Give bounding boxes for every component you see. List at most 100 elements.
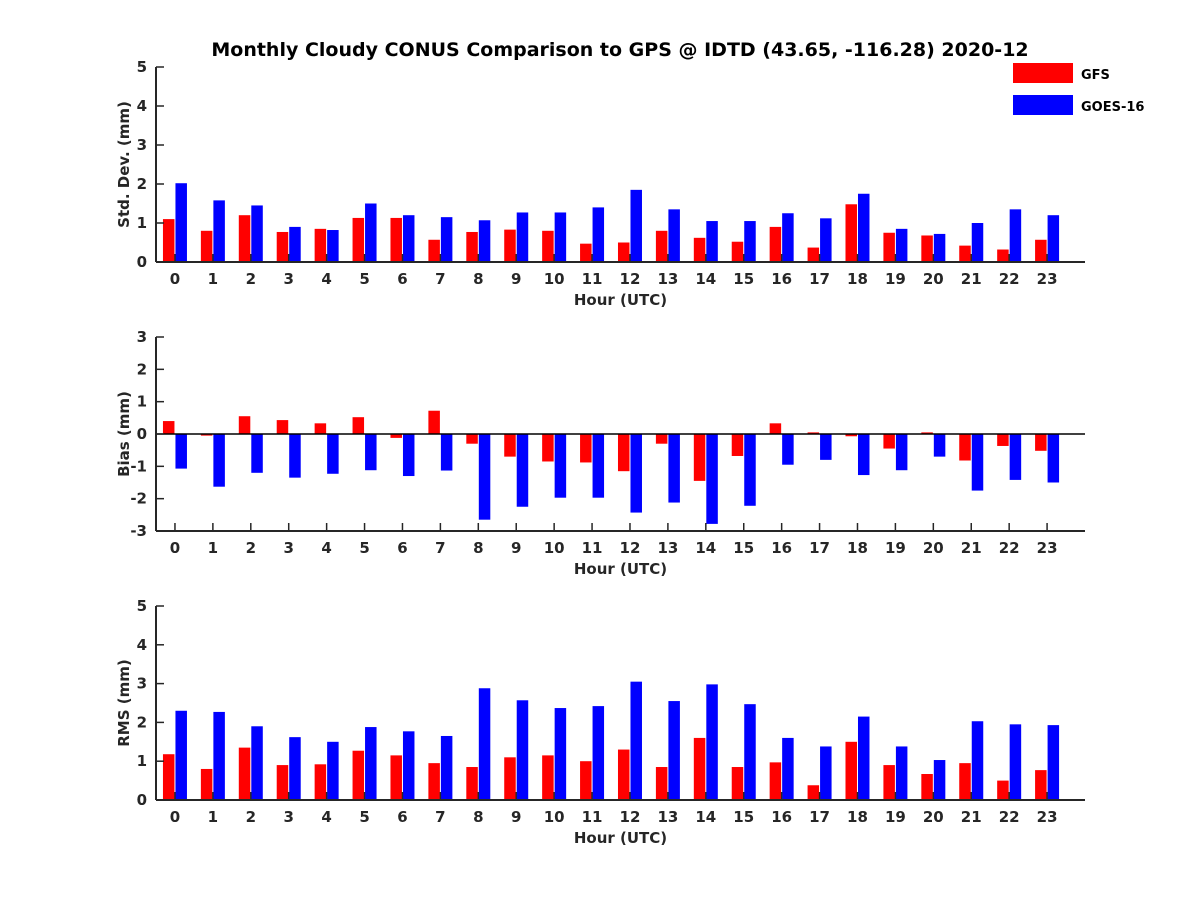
bar-goes-16-15 [744, 221, 756, 262]
x-tick-label-6: 6 [397, 270, 407, 288]
bar-gfs-13 [655, 434, 668, 444]
bar-goes-16-12 [630, 434, 642, 513]
bar-goes-16-22 [1009, 209, 1022, 262]
x-tick-label-12: 12 [620, 270, 641, 288]
y-tick-label-0: 0 [137, 425, 147, 443]
y-tick-label--2: -2 [130, 490, 147, 508]
y-tick-label-1: 1 [137, 752, 147, 770]
bar-gfs-3 [276, 231, 289, 262]
bar-gfs-1 [200, 768, 213, 800]
bar-gfs-10 [542, 434, 554, 462]
bar-goes-16-5 [365, 434, 377, 471]
x-tick-label-10: 10 [544, 270, 565, 288]
x-tick-label-0: 0 [170, 270, 180, 288]
x-tick-label-10: 10 [544, 539, 565, 557]
bar-goes-16-15 [744, 704, 756, 800]
bar-goes-16-23 [1047, 434, 1060, 483]
x-tick-label-16: 16 [771, 539, 792, 557]
x-tick-label-15: 15 [733, 539, 754, 557]
x-tick-label-9: 9 [511, 539, 521, 557]
bar-goes-16-10 [554, 212, 567, 262]
bar-goes-16-11 [592, 434, 605, 498]
bar-gfs-13 [655, 230, 668, 262]
x-tick-label-3: 3 [283, 808, 293, 826]
bar-goes-16-5 [365, 727, 377, 800]
bar-gfs-12 [617, 242, 630, 262]
bar-goes-16-17 [820, 434, 832, 460]
bar-goes-16-22 [1009, 724, 1022, 800]
x-tick-label-20: 20 [923, 270, 944, 288]
bar-gfs-22 [997, 249, 1009, 262]
bar-gfs-2 [238, 215, 251, 262]
bar-goes-16-2 [251, 726, 263, 800]
bar-gfs-20 [921, 774, 933, 800]
bar-gfs-23 [1035, 434, 1047, 451]
bar-gfs-14 [693, 237, 706, 262]
bar-gfs-4 [314, 228, 327, 262]
x-tick-label-7: 7 [435, 539, 445, 557]
x-tick-label-11: 11 [582, 808, 603, 826]
bar-goes-16-7 [440, 735, 453, 800]
bar-goes-16-17 [820, 746, 832, 800]
bar-gfs-11 [580, 761, 592, 800]
bar-gfs-1 [200, 434, 213, 436]
bar-gfs-15 [731, 241, 744, 262]
y-axis-label: Bias (mm) [115, 391, 133, 477]
bar-gfs-2 [238, 416, 251, 434]
bar-goes-16-8 [478, 688, 491, 800]
x-tick-label-8: 8 [473, 808, 483, 826]
bar-goes-16-20 [933, 233, 946, 262]
x-tick-label-3: 3 [283, 539, 293, 557]
x-axis-label: Hour (UTC) [574, 560, 667, 578]
bar-gfs-8 [466, 231, 478, 262]
bar-goes-16-23 [1047, 725, 1060, 800]
x-tick-label-11: 11 [582, 270, 603, 288]
x-tick-label-4: 4 [321, 270, 331, 288]
bar-goes-16-18 [857, 716, 870, 800]
bar-gfs-5 [352, 417, 365, 434]
bar-goes-16-8 [478, 434, 491, 520]
bar-goes-16-16 [782, 213, 794, 262]
x-tick-label-6: 6 [397, 808, 407, 826]
bar-goes-16-0 [175, 710, 187, 800]
bar-goes-16-10 [554, 708, 567, 800]
bar-goes-16-1 [213, 200, 225, 262]
x-tick-label-23: 23 [1037, 539, 1058, 557]
x-tick-label-14: 14 [695, 808, 716, 826]
bar-gfs-18 [845, 204, 857, 262]
x-axis-label: Hour (UTC) [574, 829, 667, 847]
bar-goes-16-9 [516, 700, 529, 800]
bar-gfs-23 [1035, 239, 1047, 262]
bar-gfs-9 [504, 434, 516, 457]
y-tick-label-3: 3 [137, 675, 147, 693]
x-tick-label-3: 3 [283, 270, 293, 288]
y-tick-label-0: 0 [137, 253, 147, 271]
bar-gfs-22 [997, 434, 1009, 446]
bar-gfs-9 [504, 757, 516, 800]
bar-goes-16-4 [327, 434, 339, 474]
bar-goes-16-17 [820, 218, 832, 262]
y-tick-label-3: 3 [137, 328, 147, 346]
bar-goes-16-13 [668, 209, 680, 262]
x-tick-label-14: 14 [695, 270, 716, 288]
bar-goes-16-19 [895, 434, 908, 471]
bar-goes-16-4 [327, 741, 339, 800]
y-axis-label: Std. Dev. (mm) [115, 101, 133, 228]
legend-swatch-goes16 [1013, 95, 1073, 115]
x-tick-label-21: 21 [961, 808, 982, 826]
bar-gfs-7 [428, 763, 440, 800]
bar-goes-16-22 [1009, 434, 1022, 480]
x-tick-label-5: 5 [359, 808, 369, 826]
x-tick-label-1: 1 [208, 539, 218, 557]
x-tick-label-22: 22 [999, 539, 1020, 557]
bar-goes-16-16 [782, 434, 794, 465]
bar-gfs-21 [959, 245, 971, 262]
x-tick-label-19: 19 [885, 808, 906, 826]
bar-goes-16-6 [402, 215, 415, 262]
x-tick-label-2: 2 [246, 270, 256, 288]
bar-goes-16-11 [592, 207, 605, 262]
bar-gfs-6 [390, 217, 402, 262]
x-tick-label-13: 13 [657, 539, 678, 557]
legend-label-gfs: GFS [1081, 68, 1110, 83]
